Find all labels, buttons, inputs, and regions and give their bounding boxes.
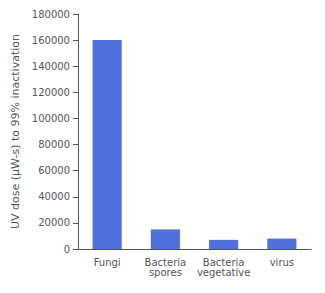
svg-text:spores: spores — [149, 267, 182, 278]
svg-text:20000: 20000 — [38, 217, 70, 228]
svg-text:140000: 140000 — [32, 61, 70, 72]
svg-text:60000: 60000 — [38, 165, 70, 176]
svg-text:0: 0 — [64, 244, 70, 255]
svg-text:Bacteria: Bacteria — [202, 256, 245, 268]
svg-text:virus: virus — [270, 257, 294, 268]
svg-text:Fungi: Fungi — [94, 257, 121, 268]
svg-text:UV dose (μW-s) to 99% inactiva: UV dose (μW-s) to 99% inactivation — [9, 34, 22, 229]
svg-text:100000: 100000 — [32, 113, 70, 124]
svg-text:Bacteria: Bacteria — [144, 256, 187, 268]
svg-text:120000: 120000 — [32, 87, 70, 98]
svg-text:40000: 40000 — [38, 191, 70, 202]
svg-text:vegetative: vegetative — [197, 267, 250, 278]
svg-text:160000: 160000 — [32, 35, 70, 46]
svg-text:80000: 80000 — [38, 139, 70, 150]
svg-text:180000: 180000 — [32, 9, 70, 20]
